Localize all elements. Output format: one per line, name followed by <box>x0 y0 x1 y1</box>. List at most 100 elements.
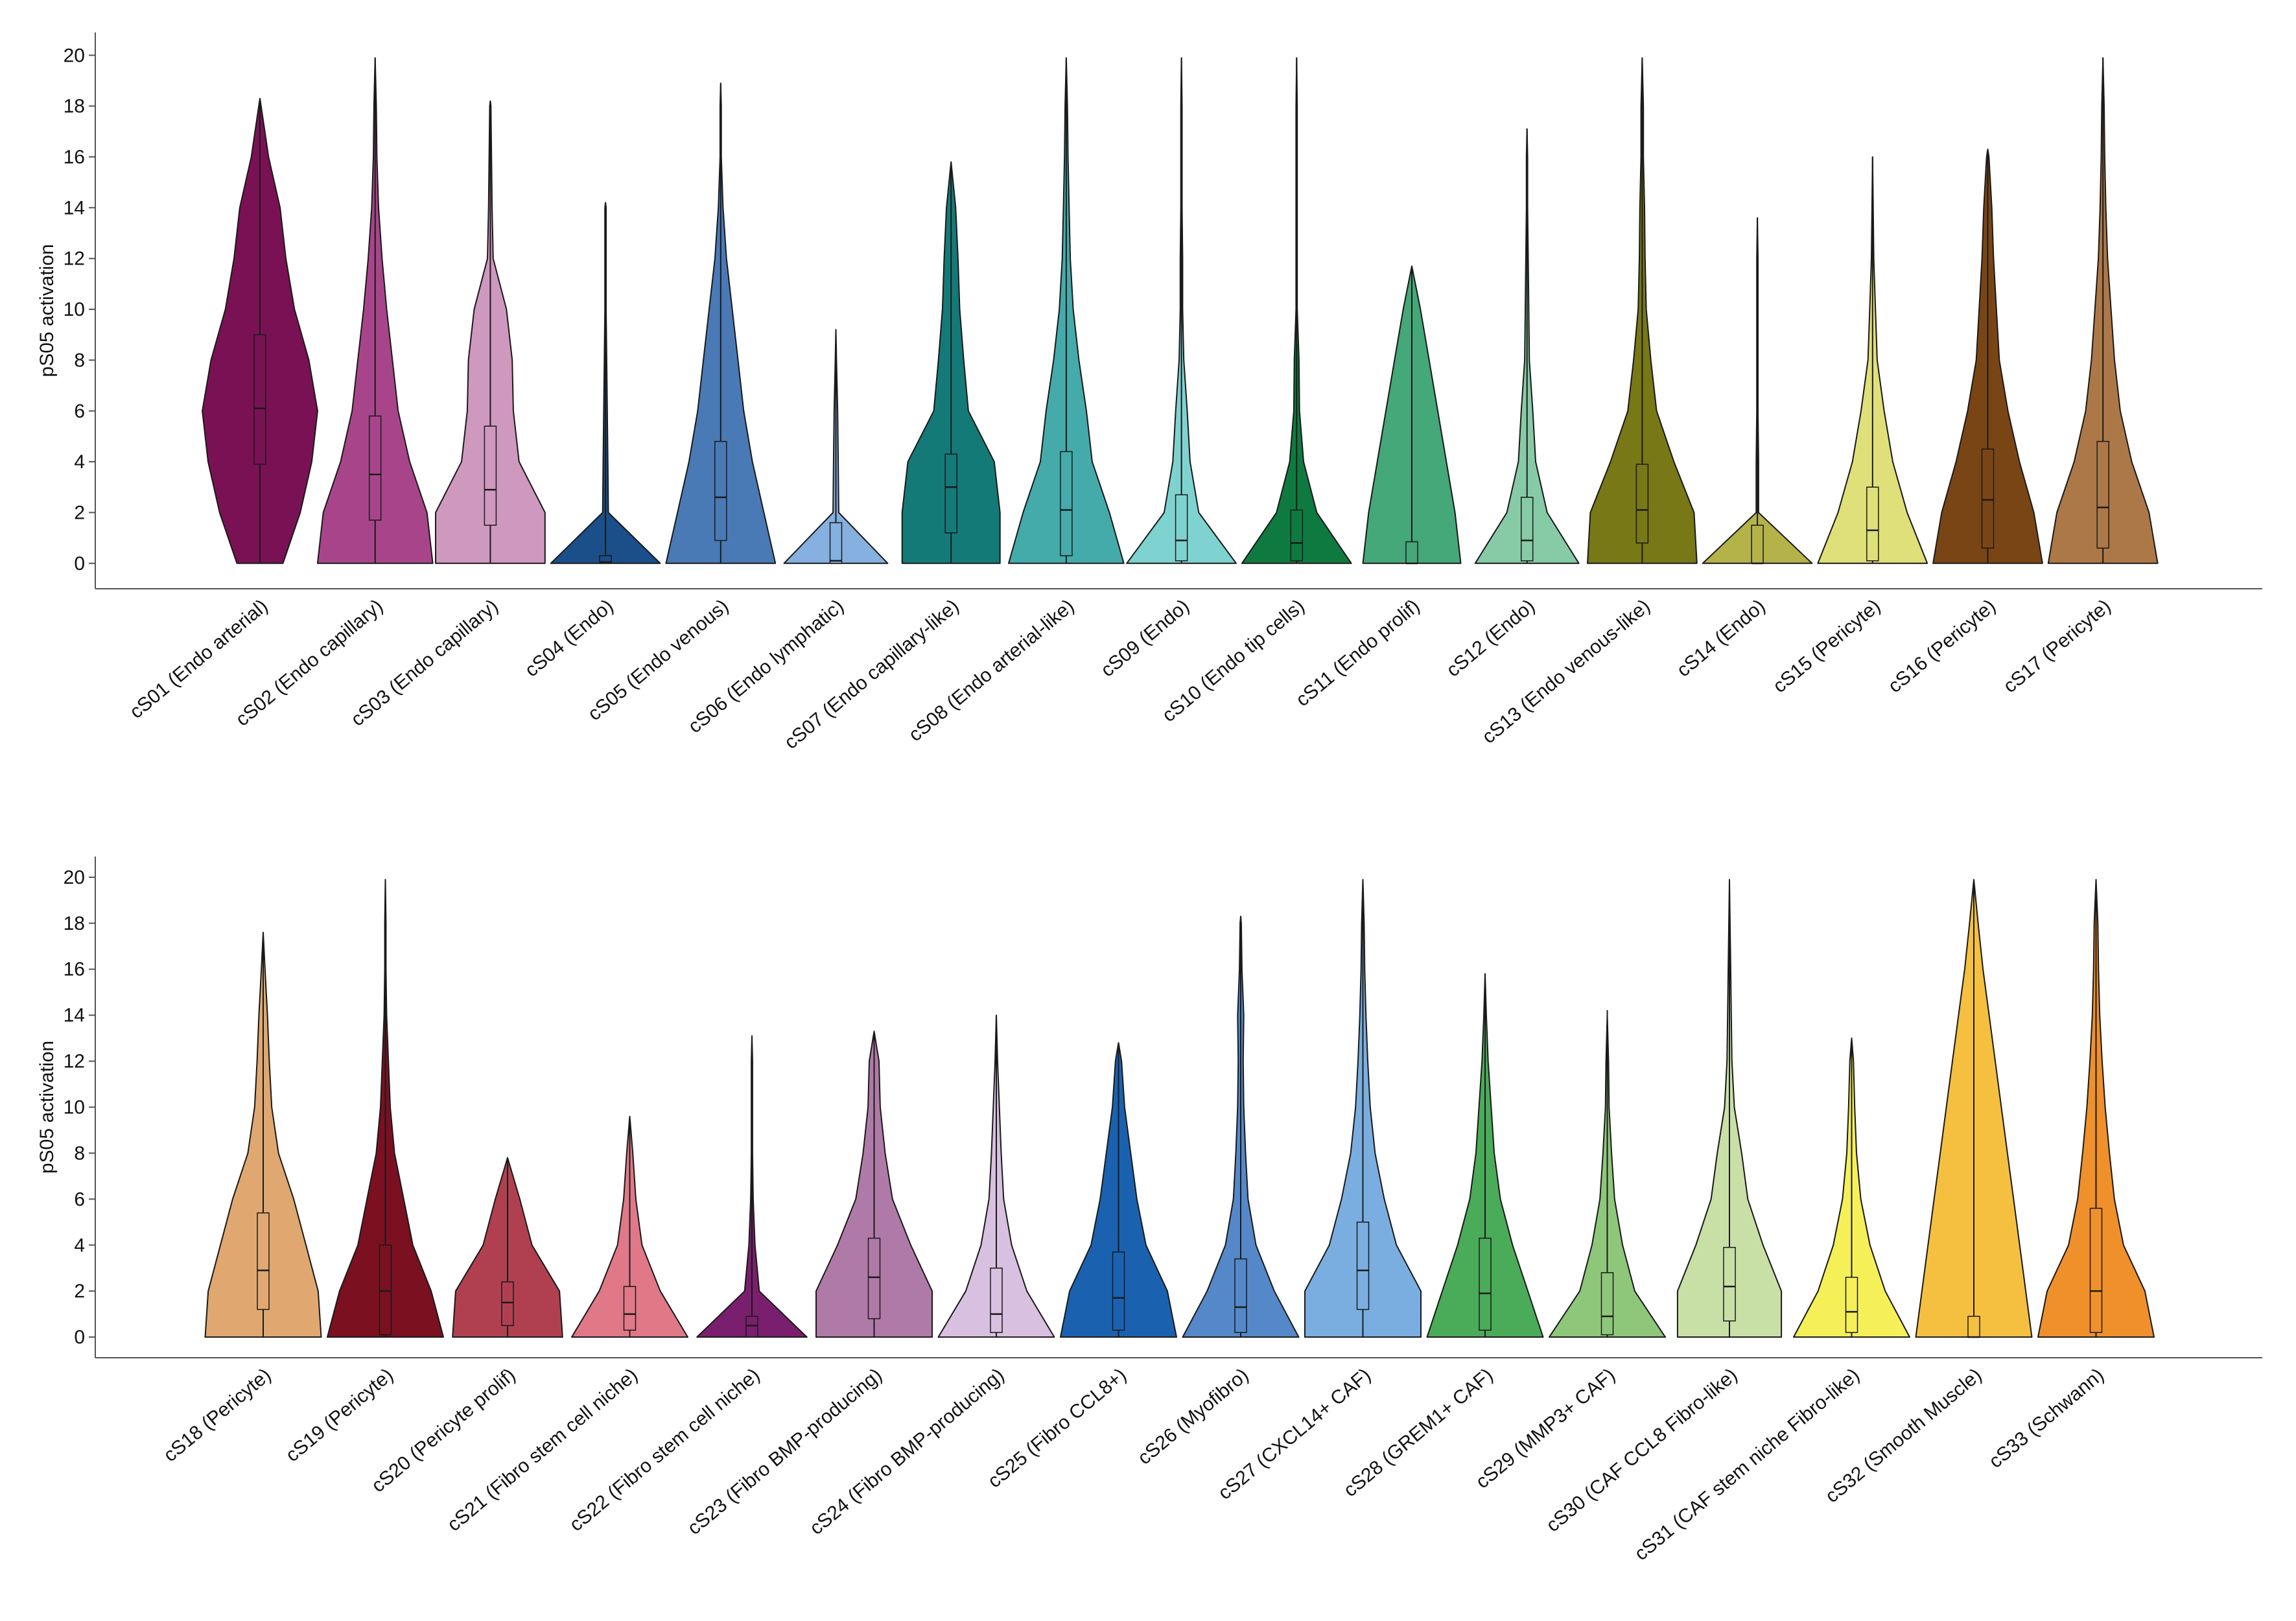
box <box>1175 494 1188 562</box>
y-tick-label: 12 <box>64 1051 85 1072</box>
violin-group <box>1008 57 1125 564</box>
violin-group <box>316 57 434 564</box>
x-tick-label: cS23 (Fibro BMP-producing) <box>684 1364 886 1539</box>
y-axis-label: pS05 activation <box>36 244 58 377</box>
violin-group <box>1932 148 2043 564</box>
x-tick-label: cS22 (Fibro stem cell niche) <box>565 1364 764 1535</box>
box <box>253 334 266 465</box>
box <box>1866 486 1879 562</box>
x-tick-label: cS11 (Endo prolif) <box>1292 595 1423 711</box>
y-tick-label: 6 <box>74 401 85 422</box>
x-tick-label: cS26 (Myofibro) <box>1134 1364 1252 1469</box>
box <box>2089 1207 2103 1333</box>
violin-group <box>937 1014 1055 1338</box>
violin-group <box>1915 879 2033 1338</box>
x-tick-label: cS19 (Pericyte) <box>282 1364 397 1466</box>
box <box>1405 541 1418 564</box>
y-tick-label: 2 <box>74 502 85 523</box>
violin-group <box>783 329 889 564</box>
violin-group <box>665 82 777 564</box>
x-tick-label: cS21 (Fibro stem cell niche) <box>443 1364 642 1535</box>
box <box>1520 497 1534 562</box>
box <box>501 1281 514 1327</box>
x-tick-label: cS16 (Pericyte) <box>1884 595 2000 697</box>
x-tick-label: cS24 (Fibro BMP-producing) <box>806 1364 1008 1539</box>
violin-group <box>1702 217 1813 565</box>
box <box>1060 451 1073 556</box>
y-tick-label: 6 <box>74 1189 85 1210</box>
violin-group <box>1362 265 1462 565</box>
violin-group <box>1304 879 1422 1338</box>
violin-group <box>1126 57 1237 564</box>
box <box>484 425 497 526</box>
box <box>1635 464 1649 544</box>
box <box>368 415 382 521</box>
violin-group <box>2037 879 2155 1338</box>
box <box>745 1316 758 1338</box>
y-tick-label: 14 <box>64 197 85 219</box>
y-tick-label: 20 <box>64 45 85 66</box>
box <box>1356 1222 1370 1310</box>
violin-group <box>1793 1037 1910 1338</box>
y-axis-label: pS05 activation <box>36 1041 58 1174</box>
x-tick-label: cS30 (CAF CCL8 Fibro-like) <box>1542 1364 1741 1536</box>
x-tick-label: cS33 (Schwann) <box>1985 1364 2108 1473</box>
box <box>599 555 612 564</box>
violin-group <box>901 161 1001 564</box>
violin-group <box>1587 57 1698 564</box>
violin-group <box>1549 1010 1666 1338</box>
violin-group <box>1241 57 1352 564</box>
box <box>1290 509 1304 562</box>
y-tick-label: 8 <box>74 1142 85 1164</box>
violin-group <box>550 202 661 564</box>
box <box>1723 1247 1736 1322</box>
violin-group <box>1426 973 1544 1338</box>
violin-group <box>696 1035 808 1338</box>
y-tick-label: 2 <box>74 1281 85 1302</box>
box <box>990 1267 1003 1333</box>
y-tick-label: 8 <box>74 349 85 371</box>
violin-group <box>1817 156 1928 564</box>
y-tick-label: 18 <box>64 913 85 934</box>
x-tick-label: cS12 (Endo) <box>1442 595 1539 681</box>
y-tick-label: 4 <box>74 1235 85 1256</box>
y-tick-label: 20 <box>64 867 85 888</box>
x-tick-label: cS09 (Endo) <box>1097 595 1193 681</box>
box <box>1981 448 1995 549</box>
y-tick-label: 0 <box>74 1327 85 1348</box>
box <box>257 1212 270 1310</box>
y-tick-label: 16 <box>64 147 85 168</box>
box <box>714 441 727 541</box>
violin-group <box>1060 1042 1177 1338</box>
box <box>623 1286 637 1331</box>
violin-group <box>1676 879 1783 1338</box>
y-tick-label: 10 <box>64 1097 85 1118</box>
x-tick-label: cS31 (CAF stem niche Fibro-like) <box>1630 1364 1864 1565</box>
x-tick-label: cS15 (Pericyte) <box>1769 595 1884 697</box>
violin-group <box>571 1115 688 1338</box>
x-tick-label: cS04 (Endo) <box>521 595 618 681</box>
x-tick-label: cS25 (Fibro CCL8+) <box>984 1364 1130 1492</box>
x-tick-label: cS14 (Endo) <box>1673 595 1770 681</box>
x-tick-label: cS17 (Pericyte) <box>1999 595 2114 697</box>
violin-group <box>1474 128 1580 564</box>
violin-group <box>204 932 322 1338</box>
y-tick-label: 10 <box>64 299 85 320</box>
violin-group <box>2047 57 2159 564</box>
box <box>2096 441 2109 549</box>
y-tick-label: 16 <box>64 959 85 980</box>
box <box>1600 1272 1614 1336</box>
box <box>867 1237 881 1319</box>
y-tick-label: 18 <box>64 96 85 117</box>
violin-group <box>435 100 546 564</box>
y-tick-label: 12 <box>64 248 85 270</box>
box <box>944 453 957 534</box>
violin-group <box>815 1030 933 1338</box>
box <box>1112 1251 1125 1331</box>
y-tick-label: 4 <box>74 451 85 473</box>
box <box>1845 1277 1858 1333</box>
y-tick-label: 0 <box>74 553 85 574</box>
box <box>1967 1316 1980 1338</box>
box <box>829 522 843 564</box>
